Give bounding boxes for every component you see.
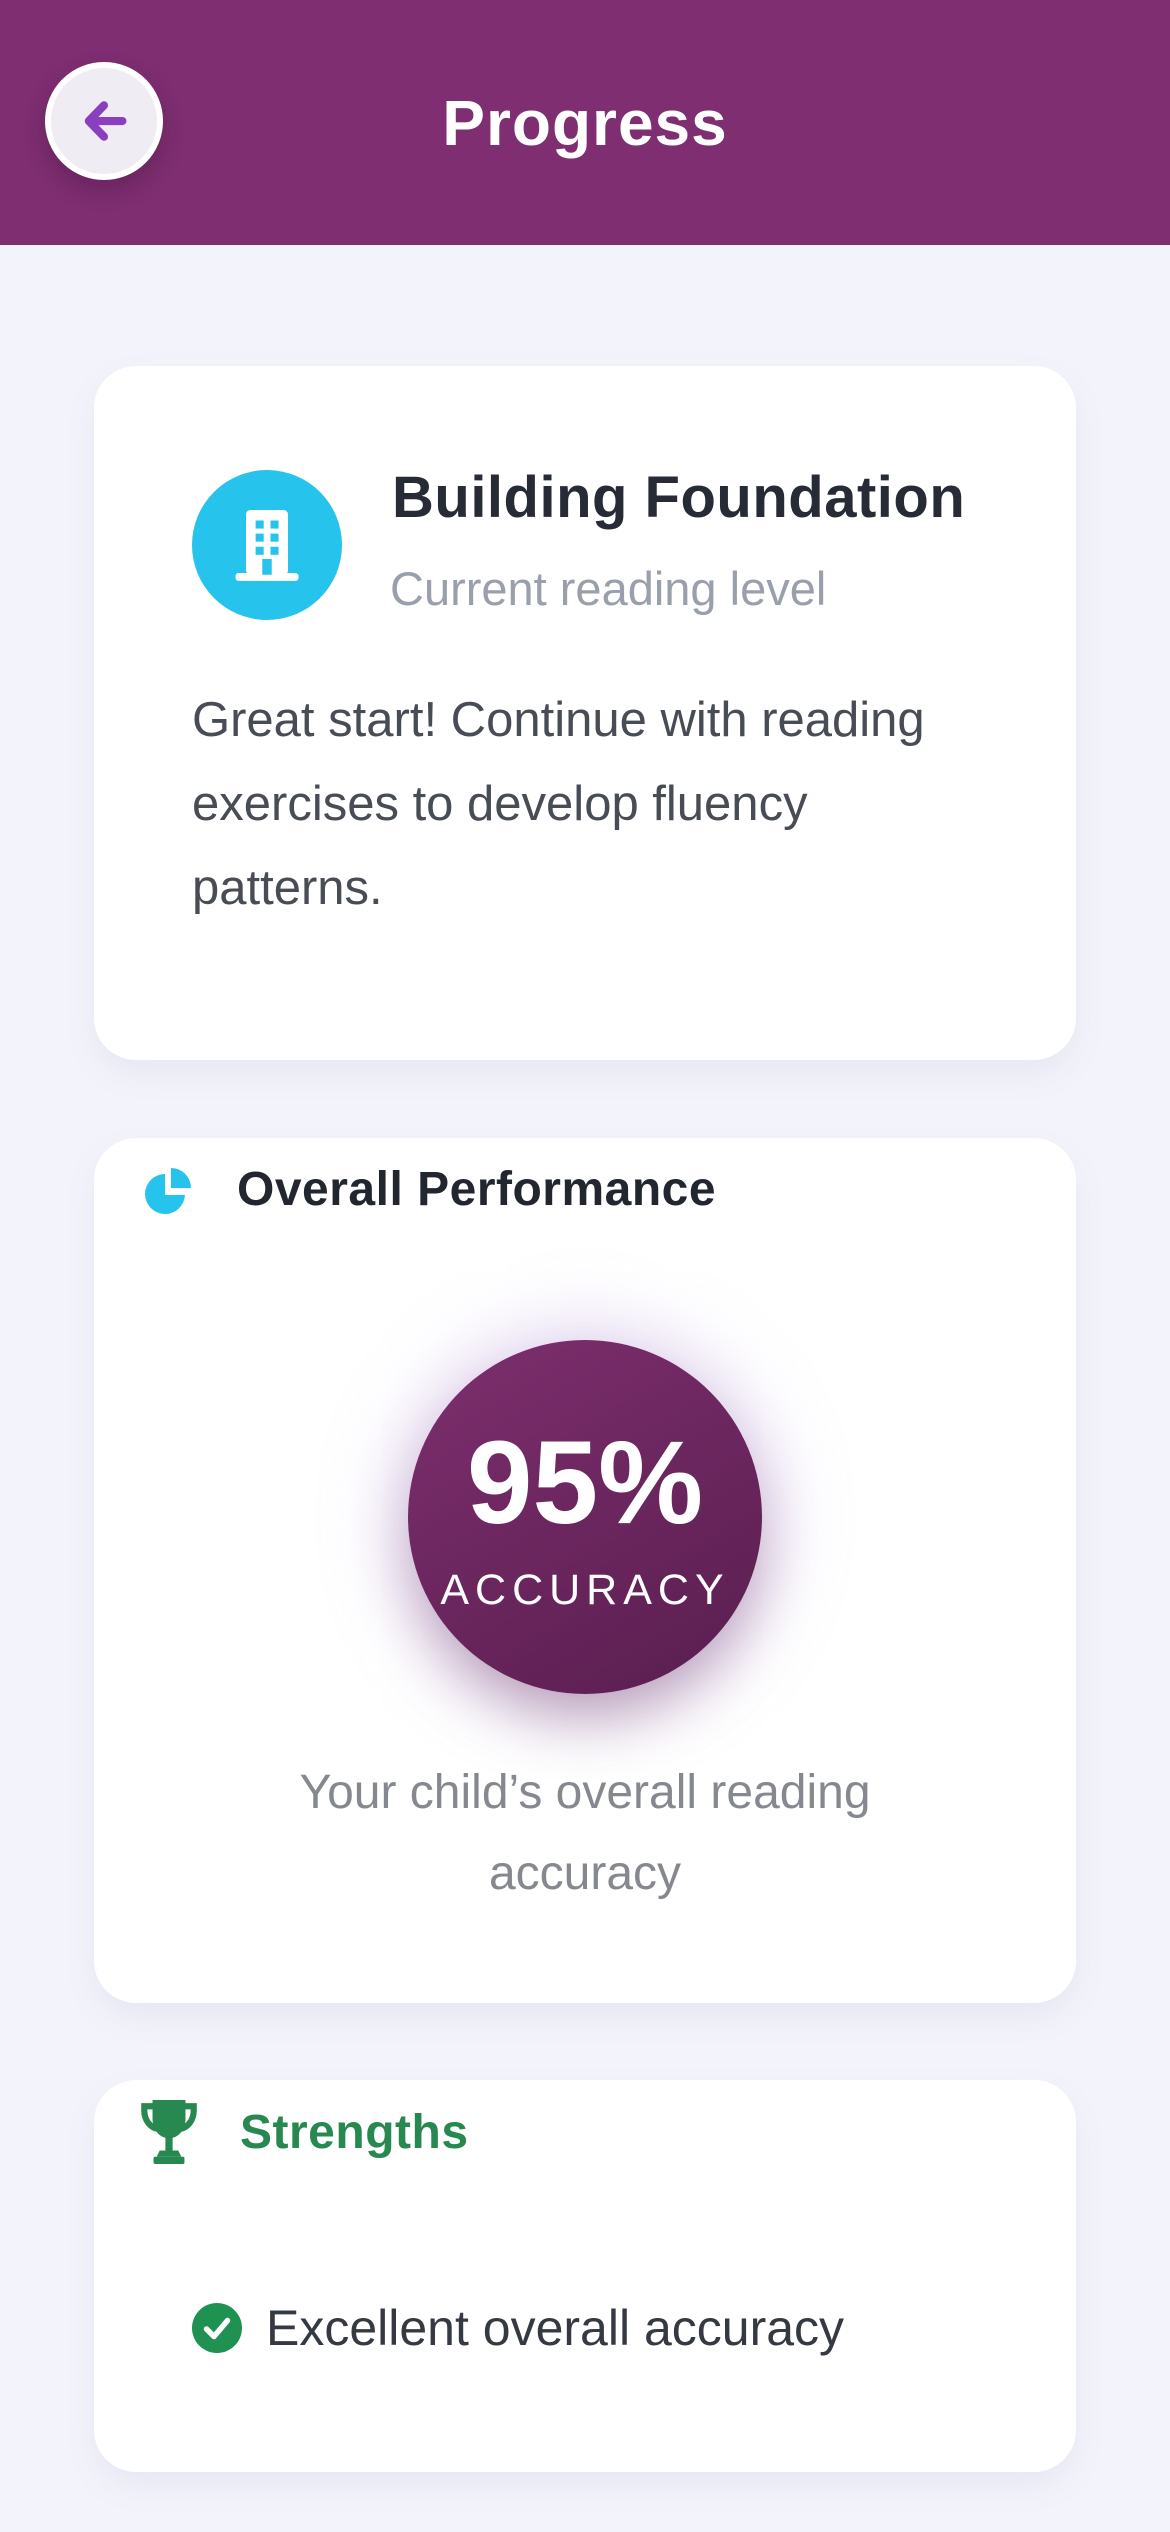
check-circle-icon	[192, 2303, 242, 2353]
reading-level-card: Building Foundation Current reading leve…	[94, 366, 1076, 1060]
reading-level-subtitle: Current reading level	[390, 562, 827, 615]
reading-level-description: Great start! Continue with reading exerc…	[192, 693, 925, 915]
overall-performance-card: Overall Performance 95% ACCURACY Your ch…	[94, 1138, 1076, 2003]
accuracy-value: 95%	[466, 1416, 704, 1549]
performance-card-title: Overall Performance	[237, 1163, 717, 1216]
page-title: Progress	[442, 86, 728, 159]
app-header: Progress	[0, 0, 1170, 245]
strengths-card-title: Strengths	[240, 2105, 469, 2159]
arrow-left-icon	[78, 95, 130, 147]
strength-list-item: Excellent overall accuracy	[192, 2298, 844, 2358]
strengths-card-header: Strengths	[140, 2098, 469, 2166]
performance-card-header: Overall Performance	[145, 1162, 716, 1217]
pie-chart-icon	[145, 1164, 193, 1216]
building-icon	[192, 470, 342, 620]
accuracy-badge: 95% ACCURACY	[408, 1340, 762, 1694]
strength-item-label: Excellent overall accuracy	[266, 2300, 845, 2356]
back-button[interactable]	[45, 62, 163, 180]
strengths-card: Strengths Excellent overall accuracy	[94, 2080, 1076, 2472]
reading-level-title: Building Foundation	[392, 465, 966, 530]
performance-caption: Your child’s overall reading accuracy	[299, 1766, 871, 1900]
trophy-icon	[140, 2098, 198, 2166]
accuracy-label: ACCURACY	[440, 1565, 730, 1614]
